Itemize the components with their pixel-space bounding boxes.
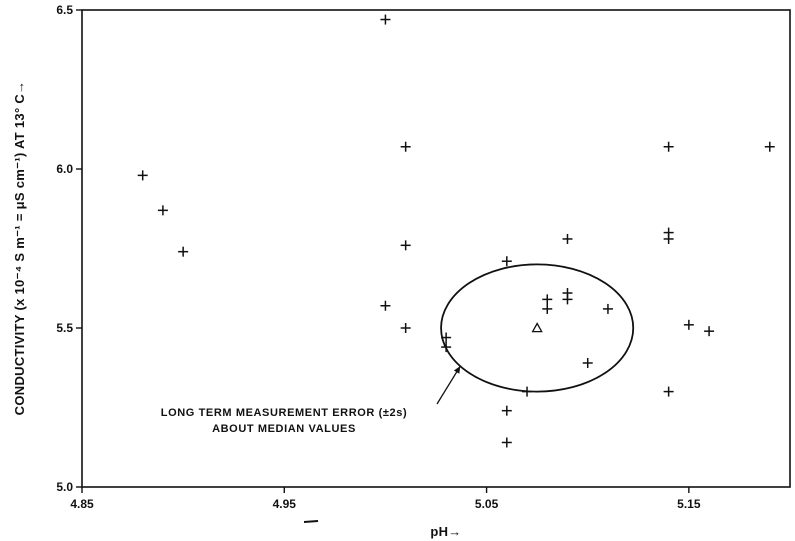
x-tick-label: 5.15 [677,497,701,511]
x-tick-label: 5.05 [475,497,499,511]
annotation-line-1: LONG TERM MEASUREMENT ERROR (±2s) [161,407,407,419]
x-tick-label: 4.85 [70,497,94,511]
data-point-plus-marker [157,205,168,216]
data-point-plus-marker [562,233,573,244]
data-point-plus-marker [501,405,512,416]
x-tick-label: 4.95 [273,497,297,511]
annotation-arrow-line [436,365,461,405]
data-point-plus-marker [501,256,512,267]
data-point-plus-marker [542,303,553,314]
data-point-plus-marker [178,246,189,257]
data-point-plus-marker [400,141,411,152]
data-point-plus-marker [704,326,715,337]
data-point-plus-marker [501,437,512,448]
scan-dash-mark [303,520,319,523]
error-ellipse-group [440,263,635,393]
median-triangle-marker [531,322,543,333]
y-tick-label: 5.5 [56,321,73,335]
y-tick-label: 6.0 [56,162,73,176]
y-axis-ticks: 5.0 5.5 6.0 6.5 [56,3,82,494]
y-axis-label: CONDUCTIVITY (x 10⁻⁴ S m⁻¹ = μS cm⁻¹) AT… [12,81,27,416]
data-point-plus-marker [663,386,674,397]
data-point-plus-marker [663,141,674,152]
annotation-group: LONG TERM MEASUREMENT ERROR (±2s) ABOUT … [161,365,461,435]
y-tick-label: 5.0 [56,480,73,494]
data-point-plus-marker [764,141,775,152]
data-point-plus-marker [562,294,573,305]
x-axis-ticks: 4.85 4.95 5.05 5.15 [70,487,701,511]
annotation-arrow-head [453,366,461,374]
data-point-plus-marker [602,303,613,314]
data-point-plus-marker [542,294,553,305]
data-point-plus-marker [137,170,148,181]
annotation-line-2: ABOUT MEDIAN VALUES [212,423,356,435]
measurement-error-ellipse [440,263,635,393]
data-point-plus-marker [400,240,411,251]
data-point-plus-marker [663,233,674,244]
data-point-plus-marker [380,300,391,311]
y-tick-label: 6.5 [56,3,73,17]
x-axis-label: pH→ [430,524,461,539]
data-point-plus-marker [683,319,694,330]
data-points [137,14,775,448]
plot-frame [81,9,791,488]
data-point-plus-marker [582,357,593,368]
data-point-plus-marker [400,323,411,333]
data-point-plus-marker [380,14,391,25]
